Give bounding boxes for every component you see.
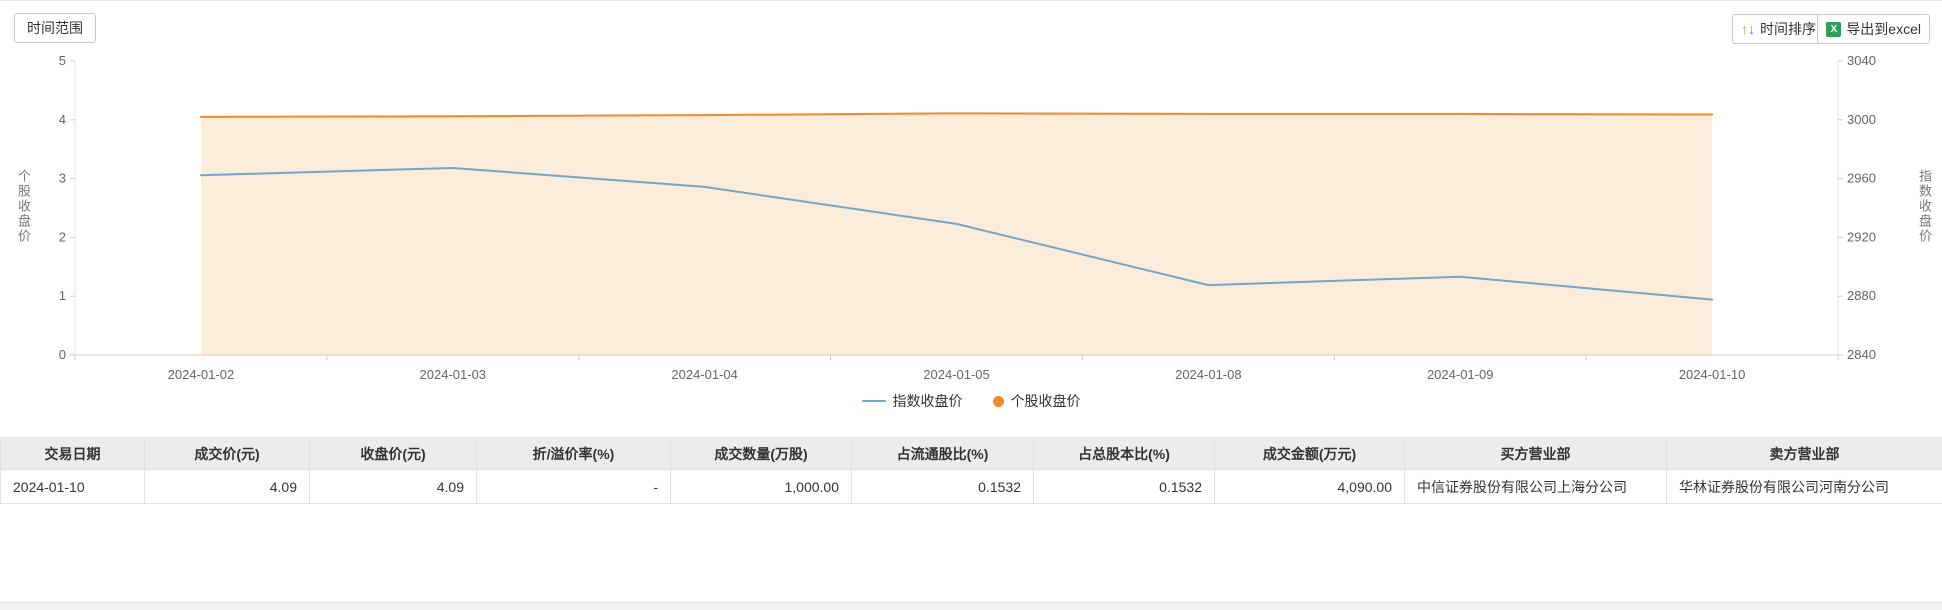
- svg-text:2024-01-03: 2024-01-03: [420, 367, 487, 382]
- legend-item[interactable]: 指数收盘价: [861, 391, 963, 411]
- table-cell: -: [476, 469, 671, 504]
- column-header: 交易日期: [0, 437, 145, 470]
- column-header: 买方营业部: [1404, 437, 1667, 470]
- table-cell: 4.09: [309, 469, 477, 504]
- table-cell: 4,090.00: [1214, 469, 1405, 504]
- svg-text:2024-01-09: 2024-01-09: [1427, 367, 1494, 382]
- svg-text:2960: 2960: [1847, 171, 1876, 186]
- legend-label: 指数收盘价: [892, 393, 963, 409]
- table-cell: 0.1532: [1033, 469, 1215, 504]
- svg-text:3040: 3040: [1847, 53, 1876, 68]
- column-header: 卖方营业部: [1666, 437, 1942, 470]
- svg-text:2840: 2840: [1847, 347, 1876, 362]
- svg-text:0: 0: [59, 347, 66, 362]
- svg-text:2024-01-10: 2024-01-10: [1679, 367, 1746, 382]
- column-header: 成交数量(万股): [670, 437, 852, 470]
- excel-icon: X: [1826, 21, 1842, 37]
- trade-table: 交易日期 成交价(元) 收盘价(元) 折/溢价率(%) 成交数量(万股) 占流通股比(%)…: [0, 437, 1942, 504]
- svg-text:4: 4: [59, 112, 66, 127]
- svg-text:3: 3: [59, 171, 66, 186]
- table-cell: 中信证券股份有限公司上海分公司: [1404, 469, 1667, 504]
- legend-item[interactable]: 个股收盘价: [992, 391, 1081, 411]
- legend-line-marker: [861, 400, 886, 402]
- table-cell: 2024-01-10: [0, 469, 145, 504]
- chart-legend: 指数收盘价 个股收盘价: [0, 391, 1942, 411]
- time-sort-button[interactable]: ↑↓ 时间排序: [1732, 14, 1825, 44]
- horizontal-scrollbar[interactable]: [0, 602, 1942, 610]
- time-sort-label: 时间排序: [1760, 21, 1816, 37]
- right-axis-title: 指数收盘价: [1917, 169, 1932, 244]
- legend-dot-marker: [992, 395, 1004, 407]
- table-header-row: 交易日期 成交价(元) 收盘价(元) 折/溢价率(%) 成交数量(万股) 占流通股比(%)…: [0, 437, 1942, 470]
- column-header: 成交金额(万元): [1214, 437, 1405, 470]
- svg-text:5: 5: [59, 53, 66, 68]
- column-header: 占总股本比(%): [1033, 437, 1215, 470]
- svg-text:2024-01-08: 2024-01-08: [1175, 367, 1242, 382]
- svg-text:2024-01-04: 2024-01-04: [671, 367, 738, 382]
- column-header: 成交价(元): [144, 437, 310, 470]
- left-axis-title: 个股收盘价: [16, 169, 31, 244]
- svg-text:3000: 3000: [1847, 112, 1876, 127]
- dual-axis-line-chart: 0 1 2 3 4 5 2840 2880 2920 2960 3000 3040 2024-01-02…: [59, 53, 1876, 382]
- svg-text:2024-01-02: 2024-01-02: [168, 367, 235, 382]
- table-row: 2024-01-10 4.09 4.09-1,000.00 0.1532 0.1532 4…: [0, 469, 1942, 504]
- column-header: 收盘价(元): [309, 437, 477, 470]
- svg-text:2: 2: [59, 229, 66, 244]
- column-header: 占流通股比(%): [851, 437, 1034, 470]
- export-excel-button[interactable]: X 导出到excel: [1817, 14, 1930, 44]
- svg-text:2920: 2920: [1847, 229, 1876, 244]
- table-cell: 华林证券股份有限公司河南分公司: [1666, 469, 1942, 504]
- svg-text:2880: 2880: [1847, 288, 1876, 303]
- legend-label: 个股收盘价: [1010, 393, 1081, 409]
- export-excel-label: 导出到excel: [1846, 21, 1921, 37]
- table-cell: 4.09: [144, 469, 310, 504]
- svg-text:2024-01-05: 2024-01-05: [923, 367, 990, 382]
- time-range-label: 时间范围: [27, 20, 83, 36]
- sort-arrows-icon: ↑↓: [1741, 21, 1755, 37]
- svg-text:1: 1: [59, 288, 66, 303]
- table-cell: 1,000.00: [670, 469, 852, 504]
- time-range-button[interactable]: 时间范围: [14, 13, 96, 43]
- table-cell: 0.1532: [851, 469, 1034, 504]
- column-header: 折/溢价率(%): [476, 437, 671, 470]
